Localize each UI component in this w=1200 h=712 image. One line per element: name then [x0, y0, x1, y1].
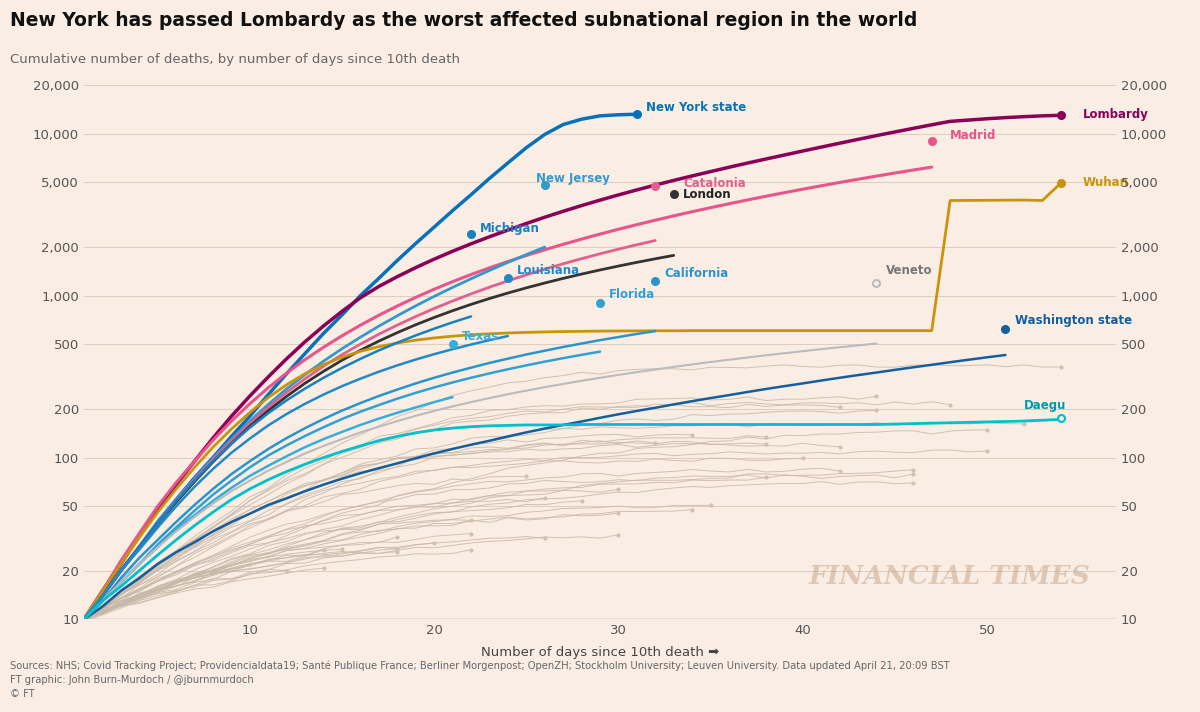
- X-axis label: Number of days since 10th death ➡: Number of days since 10th death ➡: [481, 646, 719, 659]
- Text: Catalonia: Catalonia: [683, 177, 745, 190]
- Text: New Jersey: New Jersey: [535, 172, 610, 185]
- Text: California: California: [665, 266, 728, 280]
- Text: Cumulative number of deaths, by number of days since 10th death: Cumulative number of deaths, by number o…: [10, 53, 460, 66]
- Text: Louisiana: Louisiana: [517, 264, 580, 278]
- Text: Veneto: Veneto: [886, 264, 932, 278]
- Text: Sources: NHS; Covid Tracking Project; Providencialdata19; Santé Publique France;: Sources: NHS; Covid Tracking Project; Pr…: [10, 661, 949, 699]
- Text: Madrid: Madrid: [950, 129, 996, 142]
- Text: FINANCIAL TIMES: FINANCIAL TIMES: [809, 564, 1091, 589]
- Text: Florida: Florida: [610, 288, 655, 300]
- Text: Washington state: Washington state: [1015, 314, 1132, 328]
- Text: Texas: Texas: [462, 330, 499, 343]
- Text: New York state: New York state: [646, 101, 746, 114]
- Text: Daegu: Daegu: [1024, 399, 1067, 412]
- Text: Wuhan: Wuhan: [1082, 176, 1129, 189]
- Text: Lombardy: Lombardy: [1082, 108, 1148, 121]
- Text: New York has passed Lombardy as the worst affected subnational region in the wor: New York has passed Lombardy as the wors…: [10, 11, 917, 30]
- Text: London: London: [683, 188, 732, 201]
- Text: Michigan: Michigan: [480, 222, 540, 235]
